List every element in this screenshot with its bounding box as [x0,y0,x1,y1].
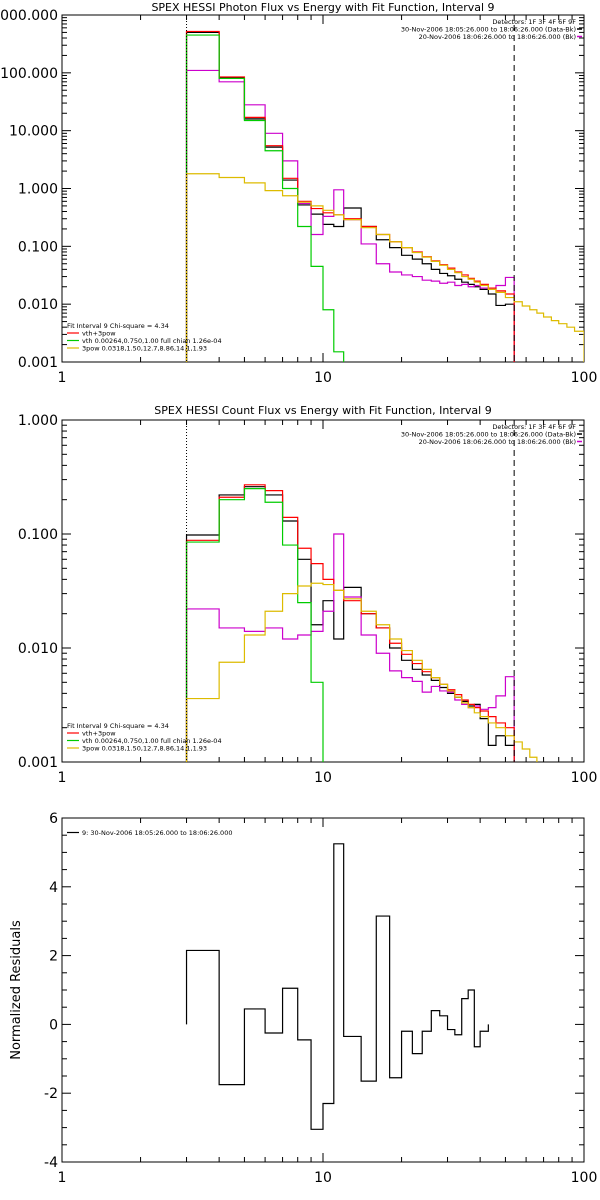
x-tick-label: 10 [314,370,332,386]
y-tick-label: 10.000 [9,124,58,140]
y-axis: 6 4 2 0 -2 -4 [44,811,584,1171]
y-axis: 1.000 0.100 0.010 0.001 [18,413,584,771]
panel-2: SPEX HESSI Count Flux vs Energy with Fit… [18,404,597,786]
y-tick-label: 100.000 [0,66,58,82]
y-tick-label: 0.010 [18,641,58,657]
legend-label: vth+3pow [82,730,116,738]
x-tick-label: 1 [58,370,67,386]
x-tick-label: 10 [314,770,332,786]
header-line: 20-Nov-2006 18:06:26.000 to 18:06:26.000… [419,438,576,446]
y-tick-label: 0.010 [18,297,58,313]
y-tick-label: -4 [44,1155,58,1171]
series-bk [185,69,515,362]
y-tick-label: 1.000 [18,413,58,429]
series-group [185,484,538,762]
x-axis: 1 10 100 [58,420,598,786]
series-vth-3pow [185,484,515,762]
chart-title: SPEX HESSI Count Flux vs Energy with Fit… [154,404,491,417]
panel-1: SPEX HESSI Photon Flux vs Energy with Fi… [0,1,597,386]
y-tick-label: 1.000 [18,182,58,198]
header-line: 20-Nov-2006 18:06:26.000 to 18:06:26.000… [419,33,576,41]
legend-label: 3pow 0.0318,1.50,12.7,8.86,14.1,1.93 [82,345,207,353]
legend-label: Fit Interval 9 Chi-square = 4.34 [67,722,169,730]
series-group [185,30,584,362]
y-tick-label: 0.001 [18,755,58,771]
x-tick-label: 1 [58,1170,67,1186]
x-axis: 1 10 100 [58,15,598,386]
legend-label: 3pow 0.0318,1.50,12.7,8.86,14.1,1.93 [82,745,207,753]
y-tick-label: 0.100 [18,239,58,255]
x-tick-label: 100 [571,770,598,786]
y-tick-label: 0.100 [18,527,58,543]
series-vth [185,488,324,762]
series-bk [185,533,515,762]
series-9-30-nov-2006-18-05-26-000-to-18-06-26-000 [185,843,489,1130]
legend-label: vth+3pow [82,330,116,338]
y-tick-label: 4 [49,880,58,896]
header-line: 30-Nov-2006 18:05:26.000 to 18:06:26.000… [401,26,576,34]
series-data-bk [185,31,515,362]
y-tick-label: 2 [49,949,58,965]
y-tick-label: 0 [49,1017,58,1033]
x-tick-label: 10 [314,1170,332,1186]
series-3pow [185,173,584,362]
series-3pow [185,582,538,762]
y-tick-label: 6 [49,811,58,827]
legend-label: Fit Interval 9 Chi-square = 4.34 [67,322,169,330]
x-axis: 1 10 100 [58,818,598,1186]
header-line: 30-Nov-2006 18:05:26.000 to 18:06:26.000… [401,431,576,439]
legend-label: 9: 30-Nov-2006 18:05:26.000 to 18:06:26.… [82,829,232,837]
x-tick-label: 100 [571,370,598,386]
panel-3: 1 10 100 6 4 2 0 -2 -4 Normalized Residuals 9: 30-… [9,811,597,1186]
y-tick-label: -2 [44,1086,58,1102]
x-tick-label: 1 [58,770,67,786]
chart-title: SPEX HESSI Photon Flux vs Energy with Fi… [151,1,494,14]
legend-label: vth 0.00264,0.750,1.00 full chian 1.26e-… [82,337,222,345]
series-group [185,843,489,1130]
series-vth [185,34,345,362]
header-line: Detectors: 1F 3F 4F 6F 9F [492,18,576,26]
header-line: Detectors: 1F 3F 4F 6F 9F [492,423,576,431]
legend-label: vth 0.00264,0.750,1.00 full chian 1.26e-… [82,737,222,745]
x-tick-label: 100 [571,1170,598,1186]
y-axis-label: Normalized Residuals [9,920,24,1060]
series-data-bk [185,486,515,762]
y-tick-label: 0.001 [18,355,58,371]
